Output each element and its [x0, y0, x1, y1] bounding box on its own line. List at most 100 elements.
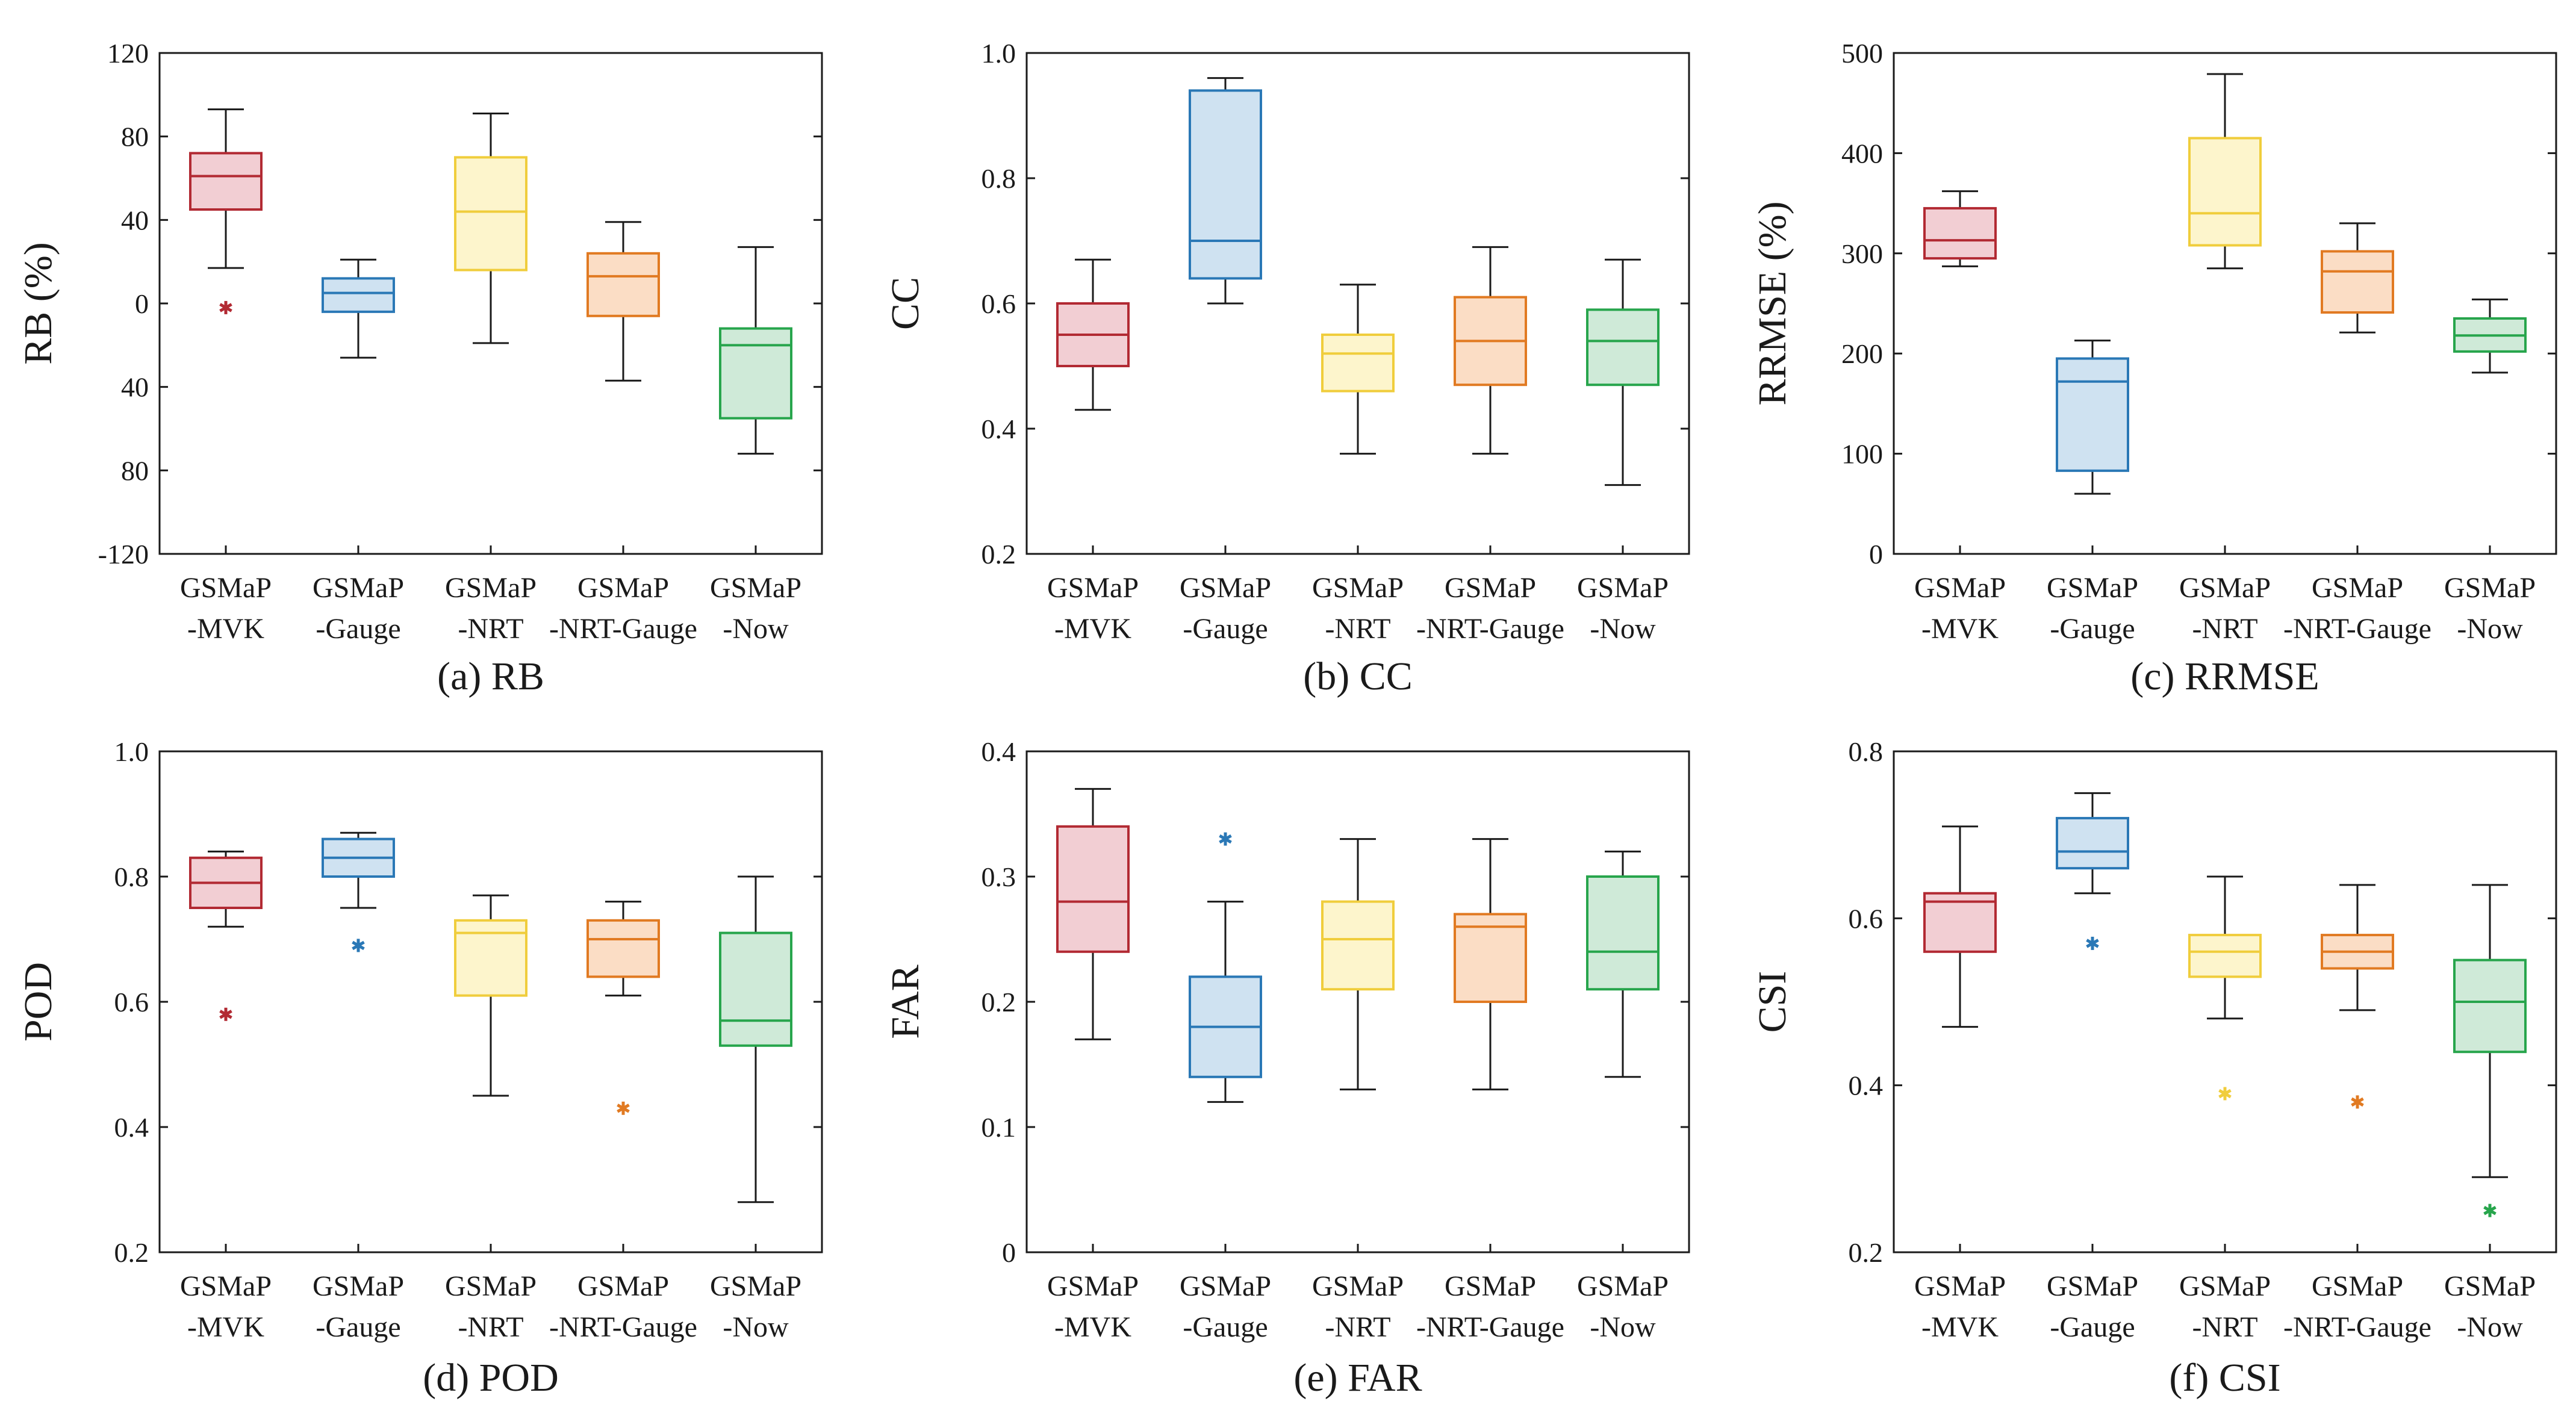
y-tick-label: 0.2: [982, 987, 1016, 1017]
category-label-line2: -NRT-Gauge: [549, 1311, 697, 1343]
category-label-line1: GSMaP: [2179, 572, 2271, 604]
outlier-marker: [2086, 936, 2099, 950]
box-iqr: [1321, 900, 1395, 991]
category-label-line2: -NRT: [1325, 1311, 1390, 1343]
outlier-marker: [352, 939, 365, 952]
y-tick-label: 80: [121, 455, 149, 486]
box-iqr: [454, 156, 527, 272]
y-tick-label: 40: [121, 372, 149, 403]
category-label-line2: -NRT: [1325, 613, 1390, 645]
box-GSMaP-NRT-Gauge: [2321, 222, 2394, 334]
category-label-line2: -NRT-Gauge: [2283, 1311, 2431, 1343]
box-GSMaP-NRT-Gauge: [586, 221, 660, 382]
y-tick-label: 500: [1841, 38, 1883, 69]
y-tick-label: 0.2: [114, 1237, 149, 1268]
box-iqr: [719, 327, 792, 420]
box-GSMaP-NRT-Gauge: [1454, 246, 1527, 455]
category-label-line1: GSMaP: [1577, 1270, 1669, 1302]
box-iqr: [322, 277, 395, 313]
category-label-line1: GSMaP: [1445, 1270, 1536, 1302]
box-GSMaP-Gauge: [2056, 792, 2129, 950]
category-label-line1: GSMaP: [2312, 572, 2403, 604]
box-iqr: [2188, 137, 2262, 247]
category-label-line2: -MVK: [187, 613, 264, 645]
box-GSMaP-MVK: [189, 108, 263, 314]
box-iqr: [586, 252, 660, 317]
category-label-line2: -MVK: [1921, 1311, 1999, 1343]
box-GSMaP-Gauge: [1189, 77, 1262, 305]
box-iqr: [1056, 825, 1130, 953]
box-iqr: [2056, 816, 2129, 870]
box-iqr: [189, 152, 263, 211]
box-GSMaP-Now: [1586, 258, 1660, 486]
category-label-line2: -Gauge: [2050, 1311, 2135, 1343]
panel-caption: (f) CSI: [2169, 1356, 2280, 1400]
y-axis-label: RB (%): [16, 242, 60, 364]
panel-caption: (a) RB: [437, 654, 544, 698]
outlier-stroke: [2483, 1206, 2497, 1216]
category-label-line2: -Now: [2457, 613, 2523, 645]
category-label-line1: GSMaP: [1445, 572, 1536, 604]
outlier-marker: [219, 300, 232, 314]
outlier-marker: [2483, 1203, 2497, 1217]
y-tick-label: 400: [1841, 138, 1883, 169]
category-label-line2: -NRT-Gauge: [549, 613, 697, 645]
box-GSMaP-Now: [719, 246, 792, 455]
category-label-line1: GSMaP: [1914, 572, 2006, 604]
outlier-marker: [2351, 1095, 2364, 1109]
panel-caption: (b) CC: [1303, 654, 1413, 698]
category-label-line1: GSMaP: [445, 572, 537, 604]
y-axis-label: FAR: [883, 964, 927, 1039]
category-label-line2: -MVK: [1921, 613, 1999, 645]
y-tick-label: 0: [1002, 1237, 1016, 1268]
box-GSMaP-NRT-Gauge: [1454, 838, 1527, 1091]
y-tick-label: 40: [121, 205, 149, 235]
category-label-line1: GSMaP: [1312, 1270, 1404, 1302]
box-GSMaP-Now: [1586, 850, 1660, 1078]
category-label-line1: GSMaP: [1180, 572, 1271, 604]
outlier-stroke: [2086, 939, 2099, 948]
category-label-line1: GSMaP: [577, 1270, 669, 1302]
category-label-line2: -Now: [1590, 1311, 1656, 1343]
category-label-line2: -Now: [1590, 613, 1656, 645]
box-iqr: [1454, 913, 1527, 1004]
category-label-line2: -Gauge: [1183, 1311, 1268, 1343]
category-label-line1: GSMaP: [1577, 572, 1669, 604]
box-GSMaP-MVK: [1056, 258, 1130, 411]
box-GSMaP-Gauge: [2056, 340, 2129, 495]
category-label-line1: GSMaP: [2444, 572, 2536, 604]
category-label-line2: -MVK: [187, 1311, 264, 1343]
category-label-line2: -Gauge: [316, 613, 400, 645]
box-GSMaP-MVK: [1056, 787, 1130, 1040]
category-label-line1: GSMaP: [2179, 1270, 2271, 1302]
category-label-line1: GSMaP: [1047, 572, 1139, 604]
y-tick-label: 1.0: [982, 38, 1016, 69]
y-tick-label: 0.8: [114, 862, 149, 892]
y-axis-label: RRMSE (%): [1750, 201, 1794, 405]
y-tick-label: 0.6: [114, 987, 149, 1017]
box-GSMaP-Now: [2453, 884, 2527, 1217]
panel-caption: (d) POD: [423, 1356, 559, 1400]
y-tick-label: 0: [1869, 539, 1883, 570]
y-axis-label: CSI: [1750, 971, 1794, 1033]
box-GSMaP-NRT: [2188, 73, 2262, 270]
box-iqr: [454, 919, 527, 997]
box-GSMaP-NRT-Gauge: [586, 901, 660, 1115]
box-GSMaP-Gauge: [322, 831, 395, 952]
y-tick-label: 120: [107, 38, 149, 69]
outlier-marker: [219, 1007, 232, 1021]
box-GSMaP-NRT: [1321, 838, 1395, 1091]
category-label-line1: GSMaP: [2312, 1270, 2403, 1302]
y-tick-label: 0.8: [1849, 736, 1884, 767]
y-tick-label: 0.4: [114, 1112, 149, 1143]
category-label-line2: -NRT: [458, 613, 523, 645]
outlier-stroke: [352, 940, 365, 951]
box-GSMaP-NRT: [454, 113, 527, 344]
category-label-line2: -Now: [2457, 1311, 2523, 1343]
box-GSMaP-NRT: [2188, 875, 2262, 1101]
outlier-stroke: [219, 1010, 232, 1019]
category-label-line1: GSMaP: [577, 572, 669, 604]
y-axis-label: CC: [883, 277, 927, 330]
box-iqr: [1321, 334, 1395, 393]
